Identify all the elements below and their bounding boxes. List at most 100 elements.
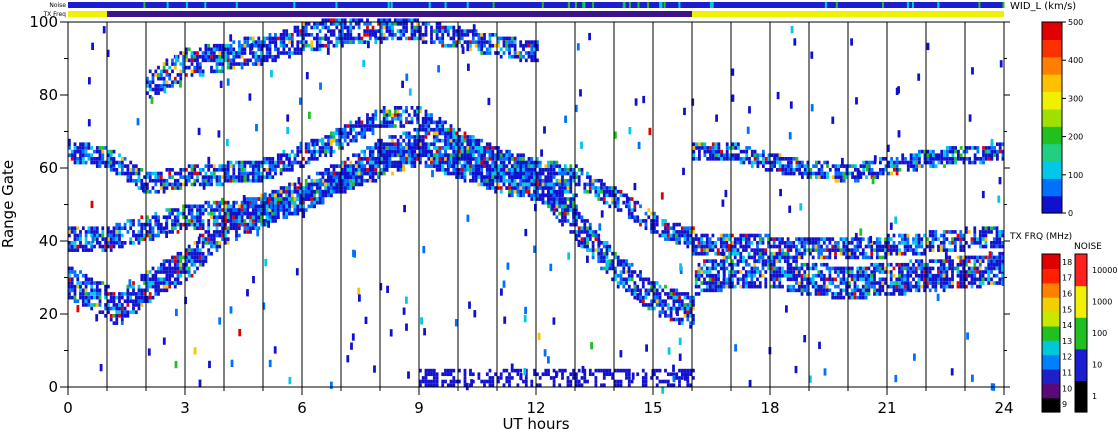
echo-cell	[460, 135, 464, 139]
echo-cell	[159, 262, 163, 267]
echo-cell	[591, 251, 595, 256]
echo-cell	[703, 142, 707, 147]
echo-cell	[112, 244, 116, 249]
echo-cell	[522, 178, 525, 183]
echo-cell	[538, 193, 542, 198]
echo-cell	[878, 281, 882, 285]
echo-cell	[845, 277, 848, 282]
echo-cell	[705, 266, 709, 271]
echo-cell	[781, 248, 784, 252]
echo-cell	[79, 292, 82, 296]
echo-cell	[683, 237, 687, 241]
echo-cell	[101, 244, 105, 249]
echo-cell	[118, 222, 121, 227]
echo-cell	[154, 219, 158, 223]
echo-cell	[196, 251, 199, 256]
echo-cell	[708, 284, 712, 289]
echo-cell	[600, 182, 603, 187]
echo-cell	[299, 193, 302, 198]
echo-cell	[463, 131, 467, 136]
echo-cell	[948, 259, 952, 263]
echo-cell	[992, 266, 996, 271]
echo-cell	[748, 146, 751, 150]
echo-cell	[98, 299, 102, 304]
echo-cell	[95, 303, 99, 307]
echo-cell	[366, 124, 369, 128]
echo-cell	[243, 219, 247, 223]
echo-cell	[421, 153, 425, 158]
echo-cell	[806, 262, 809, 267]
echo-cell	[778, 153, 782, 158]
echo-cell	[385, 153, 389, 158]
echo-cell	[380, 138, 383, 143]
echo-cell	[538, 164, 542, 168]
echo-cell	[444, 157, 447, 161]
echo-cell	[561, 204, 564, 209]
echo-cell	[942, 241, 946, 245]
echo-cell	[218, 168, 222, 172]
echo-cell	[627, 200, 631, 205]
echo-cell	[572, 168, 575, 172]
echo-cell	[627, 273, 631, 278]
echo-cell	[329, 131, 333, 136]
echo-cell	[669, 226, 673, 231]
echo-cell	[497, 186, 500, 190]
echo-cell	[692, 157, 696, 161]
echo-cell	[104, 241, 107, 245]
echo-cell	[731, 248, 734, 252]
echo-cell	[744, 259, 748, 263]
echo-cell	[68, 230, 71, 234]
echo-cell	[817, 270, 821, 274]
echo-cell	[705, 244, 709, 249]
echo-cell	[856, 277, 860, 282]
echo-cell	[157, 226, 160, 231]
echo-cell	[354, 175, 358, 179]
echo-cell	[304, 149, 308, 154]
echo-cell	[380, 160, 383, 165]
echo-cell	[945, 230, 949, 234]
echo-cell	[382, 160, 386, 165]
echo-cell	[112, 292, 116, 296]
echo-cell	[586, 219, 589, 223]
echo-cell	[942, 262, 946, 267]
echo-cell	[836, 270, 840, 274]
echo-cell	[416, 116, 419, 121]
echo-cell	[371, 168, 375, 172]
echo-cell	[307, 157, 311, 161]
echo-cell	[357, 182, 361, 187]
echo-cell	[898, 281, 901, 285]
echo-cell	[212, 215, 216, 220]
echo-cell	[513, 175, 517, 179]
echo-cell	[700, 251, 704, 256]
echo-cell	[218, 175, 222, 179]
echo-cell	[767, 262, 770, 267]
echo-cell	[276, 211, 280, 216]
echo-cell	[424, 142, 428, 147]
echo-cell	[965, 270, 968, 274]
echo-cell	[698, 142, 701, 147]
echo-cell	[850, 241, 854, 245]
echo-cell	[630, 277, 634, 282]
echo-cell	[973, 233, 977, 238]
echo-cell	[661, 299, 665, 304]
echo-cell	[176, 208, 180, 212]
echo-cell	[201, 244, 205, 249]
echo-cell	[889, 262, 893, 267]
echo-cell	[513, 168, 517, 172]
echo-cell	[232, 200, 236, 205]
echo-cell	[332, 186, 336, 190]
echo-cell	[555, 189, 559, 194]
echo-cell	[828, 273, 832, 278]
echo-cell	[402, 149, 406, 154]
echo-cell	[293, 182, 297, 187]
echo-cell	[820, 251, 823, 256]
echo-cell	[299, 189, 302, 194]
echo-cell	[98, 157, 102, 161]
echo-cell	[987, 226, 991, 231]
echo-cell	[909, 244, 913, 249]
echo-cell	[839, 281, 843, 285]
echo-cell	[354, 135, 358, 139]
echo-cell	[797, 281, 801, 285]
echo-cell	[377, 171, 380, 176]
echo-cell	[499, 178, 503, 183]
